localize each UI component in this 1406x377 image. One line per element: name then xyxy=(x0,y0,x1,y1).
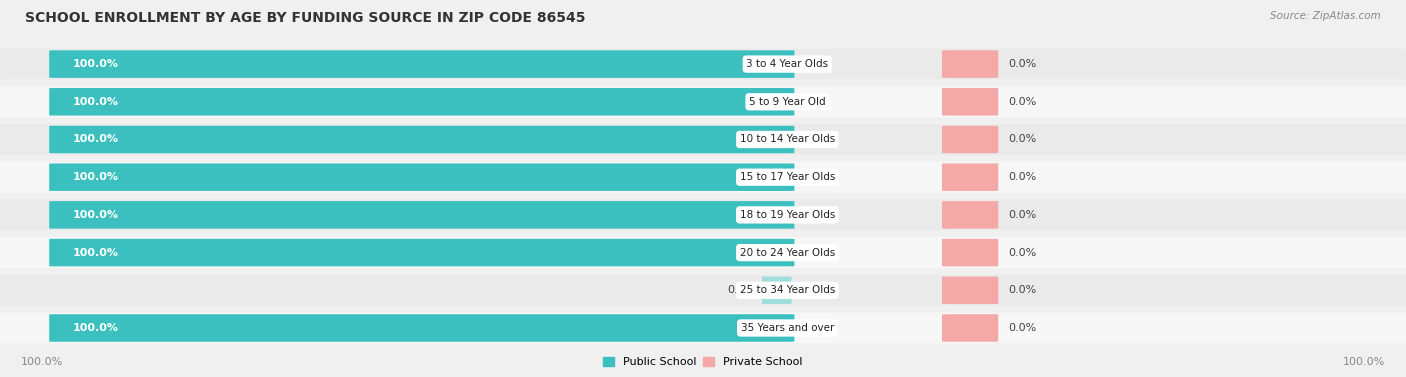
FancyBboxPatch shape xyxy=(49,201,794,228)
FancyBboxPatch shape xyxy=(0,86,1406,117)
Text: 100.0%: 100.0% xyxy=(21,357,63,367)
Text: 100.0%: 100.0% xyxy=(73,248,120,257)
FancyBboxPatch shape xyxy=(49,164,794,191)
Text: 18 to 19 Year Olds: 18 to 19 Year Olds xyxy=(740,210,835,220)
FancyBboxPatch shape xyxy=(0,124,1406,155)
Text: 100.0%: 100.0% xyxy=(73,172,120,182)
Text: 3 to 4 Year Olds: 3 to 4 Year Olds xyxy=(747,59,828,69)
Legend: Public School, Private School: Public School, Private School xyxy=(599,352,807,371)
Text: 25 to 34 Year Olds: 25 to 34 Year Olds xyxy=(740,285,835,295)
Text: 0.0%: 0.0% xyxy=(1008,172,1036,182)
FancyBboxPatch shape xyxy=(942,201,998,228)
Text: 100.0%: 100.0% xyxy=(73,323,120,333)
FancyBboxPatch shape xyxy=(762,277,792,304)
FancyBboxPatch shape xyxy=(49,239,794,266)
Text: 20 to 24 Year Olds: 20 to 24 Year Olds xyxy=(740,248,835,257)
FancyBboxPatch shape xyxy=(942,51,998,78)
Text: 5 to 9 Year Old: 5 to 9 Year Old xyxy=(749,97,825,107)
FancyBboxPatch shape xyxy=(49,88,794,116)
FancyBboxPatch shape xyxy=(49,51,794,78)
FancyBboxPatch shape xyxy=(49,314,794,342)
Text: 100.0%: 100.0% xyxy=(73,135,120,144)
FancyBboxPatch shape xyxy=(0,237,1406,268)
Text: 100.0%: 100.0% xyxy=(1343,357,1385,367)
Text: SCHOOL ENROLLMENT BY AGE BY FUNDING SOURCE IN ZIP CODE 86545: SCHOOL ENROLLMENT BY AGE BY FUNDING SOUR… xyxy=(25,11,586,25)
FancyBboxPatch shape xyxy=(0,275,1406,306)
FancyBboxPatch shape xyxy=(942,314,998,342)
Text: 35 Years and over: 35 Years and over xyxy=(741,323,834,333)
FancyBboxPatch shape xyxy=(942,126,998,153)
Text: 100.0%: 100.0% xyxy=(73,59,120,69)
Text: 0.0%: 0.0% xyxy=(727,285,755,295)
Text: Source: ZipAtlas.com: Source: ZipAtlas.com xyxy=(1270,11,1381,21)
Text: 0.0%: 0.0% xyxy=(1008,210,1036,220)
FancyBboxPatch shape xyxy=(0,49,1406,80)
FancyBboxPatch shape xyxy=(49,126,794,153)
Text: 0.0%: 0.0% xyxy=(1008,97,1036,107)
FancyBboxPatch shape xyxy=(0,199,1406,230)
Text: 0.0%: 0.0% xyxy=(1008,59,1036,69)
FancyBboxPatch shape xyxy=(942,88,998,116)
Text: 100.0%: 100.0% xyxy=(73,210,120,220)
Text: 15 to 17 Year Olds: 15 to 17 Year Olds xyxy=(740,172,835,182)
Text: 0.0%: 0.0% xyxy=(1008,285,1036,295)
FancyBboxPatch shape xyxy=(942,277,998,304)
FancyBboxPatch shape xyxy=(0,313,1406,343)
Text: 0.0%: 0.0% xyxy=(1008,248,1036,257)
FancyBboxPatch shape xyxy=(942,239,998,266)
Text: 0.0%: 0.0% xyxy=(1008,323,1036,333)
Text: 0.0%: 0.0% xyxy=(1008,135,1036,144)
FancyBboxPatch shape xyxy=(0,162,1406,193)
Text: 100.0%: 100.0% xyxy=(73,97,120,107)
FancyBboxPatch shape xyxy=(942,164,998,191)
Text: 10 to 14 Year Olds: 10 to 14 Year Olds xyxy=(740,135,835,144)
